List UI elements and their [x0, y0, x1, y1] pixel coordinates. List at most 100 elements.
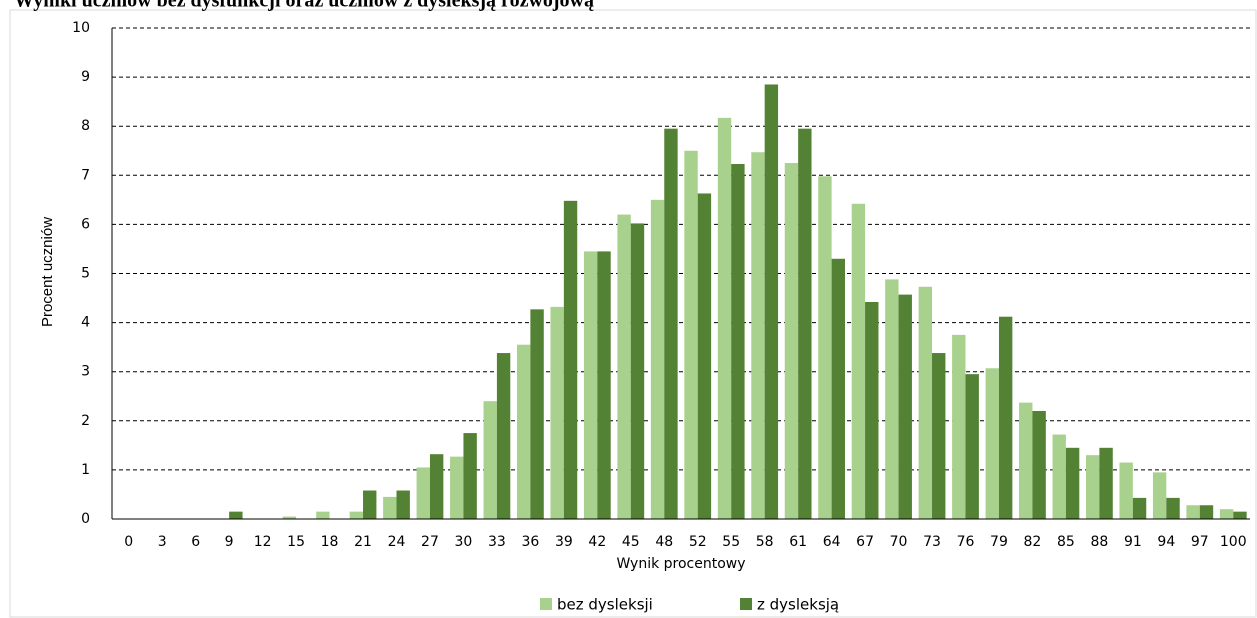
bar	[1085, 455, 1100, 519]
bar	[664, 128, 678, 519]
x-tick-label: 61	[789, 534, 807, 550]
bar	[998, 316, 1013, 519]
bar	[516, 344, 531, 519]
y-tick-label: 0	[81, 511, 90, 527]
bar	[383, 496, 397, 519]
x-tick-label: 76	[957, 534, 975, 550]
y-tick-label: 1	[81, 462, 90, 478]
x-tick-label: 33	[488, 534, 506, 550]
x-tick-label: 48	[655, 534, 673, 550]
bar	[717, 117, 732, 519]
bar	[1152, 472, 1167, 519]
y-tick-label: 2	[81, 413, 90, 429]
x-tick-label: 9	[225, 534, 234, 550]
bar	[1119, 462, 1133, 519]
bar	[496, 353, 511, 519]
bar	[583, 251, 598, 519]
legend-label: z dysleksją	[757, 596, 839, 614]
bar	[798, 128, 812, 519]
bar	[885, 279, 899, 519]
chart-title: Wyniki uczniów bez dysfunkcji oraz uczni…	[14, 0, 594, 12]
bar	[764, 84, 779, 519]
bar	[650, 199, 665, 519]
y-tick-label: 9	[81, 69, 90, 85]
bar	[463, 433, 477, 519]
bar	[697, 193, 712, 520]
bar	[563, 200, 578, 519]
bar	[1052, 434, 1066, 519]
bar	[229, 511, 243, 519]
x-tick-label: 88	[1090, 534, 1108, 550]
x-tick-label: 6	[191, 534, 200, 550]
bar	[898, 294, 912, 519]
bar	[1132, 497, 1147, 519]
bar	[952, 334, 966, 519]
legend-label: bez dysleksji	[557, 596, 653, 614]
bar	[416, 467, 430, 519]
x-tick-label: 52	[689, 534, 707, 550]
bar	[1166, 497, 1180, 519]
bar	[1065, 447, 1080, 519]
x-tick-label: 18	[321, 534, 339, 550]
bar	[851, 203, 866, 519]
x-tick-label: 94	[1157, 534, 1175, 550]
x-tick-label: 55	[722, 534, 740, 550]
x-tick-label: 97	[1191, 534, 1209, 550]
x-tick-label: 91	[1124, 534, 1142, 550]
bar	[1199, 505, 1214, 519]
x-tick-label: 64	[823, 534, 841, 550]
legend-swatch	[740, 598, 752, 610]
x-tick-label: 12	[254, 534, 272, 550]
bar	[751, 152, 765, 519]
y-axis-title: Procent uczniów	[39, 217, 56, 327]
bar	[597, 251, 611, 519]
y-tick-label: 5	[81, 266, 90, 282]
x-tick-label: 3	[158, 534, 167, 550]
y-tick-label: 6	[81, 216, 90, 232]
bar	[918, 286, 933, 519]
bar	[282, 516, 297, 519]
bar	[818, 176, 832, 520]
bar	[630, 223, 645, 519]
x-tick-label: 82	[1024, 534, 1042, 550]
bar	[617, 214, 631, 519]
x-tick-label: 70	[890, 534, 908, 550]
legend-swatch	[540, 598, 552, 610]
y-tick-label: 8	[81, 118, 90, 134]
bar	[1233, 511, 1247, 519]
x-tick-label: 0	[124, 534, 133, 550]
bar	[316, 511, 330, 519]
y-tick-label: 4	[81, 315, 90, 331]
x-tick-label: 39	[555, 534, 573, 550]
chart-border	[9, 9, 1257, 618]
x-tick-label: 79	[990, 534, 1008, 550]
bar	[429, 454, 444, 519]
x-tick-label: 42	[588, 534, 606, 550]
x-tick-label: 30	[455, 534, 473, 550]
x-tick-label: 67	[856, 534, 874, 550]
bar	[530, 309, 544, 519]
bar	[550, 306, 564, 519]
x-tick-label: 73	[923, 534, 941, 550]
x-tick-label: 85	[1057, 534, 1075, 550]
bar	[784, 163, 799, 519]
bar	[1219, 509, 1234, 519]
x-tick-label: 15	[287, 534, 305, 550]
bar	[1019, 402, 1033, 519]
bar	[865, 301, 879, 519]
bar	[363, 490, 377, 519]
bar	[483, 401, 497, 519]
x-axis-title: Wynik procentowy	[616, 556, 745, 572]
bar	[684, 150, 698, 519]
x-tick-label: 45	[622, 534, 640, 550]
y-tick-label: 7	[81, 167, 90, 183]
bar	[349, 511, 364, 519]
bar	[450, 456, 464, 519]
y-tick-label: 3	[81, 364, 90, 380]
bar	[831, 258, 846, 519]
bar	[1186, 505, 1200, 519]
bar	[932, 353, 946, 519]
x-tick-label: 58	[756, 534, 774, 550]
